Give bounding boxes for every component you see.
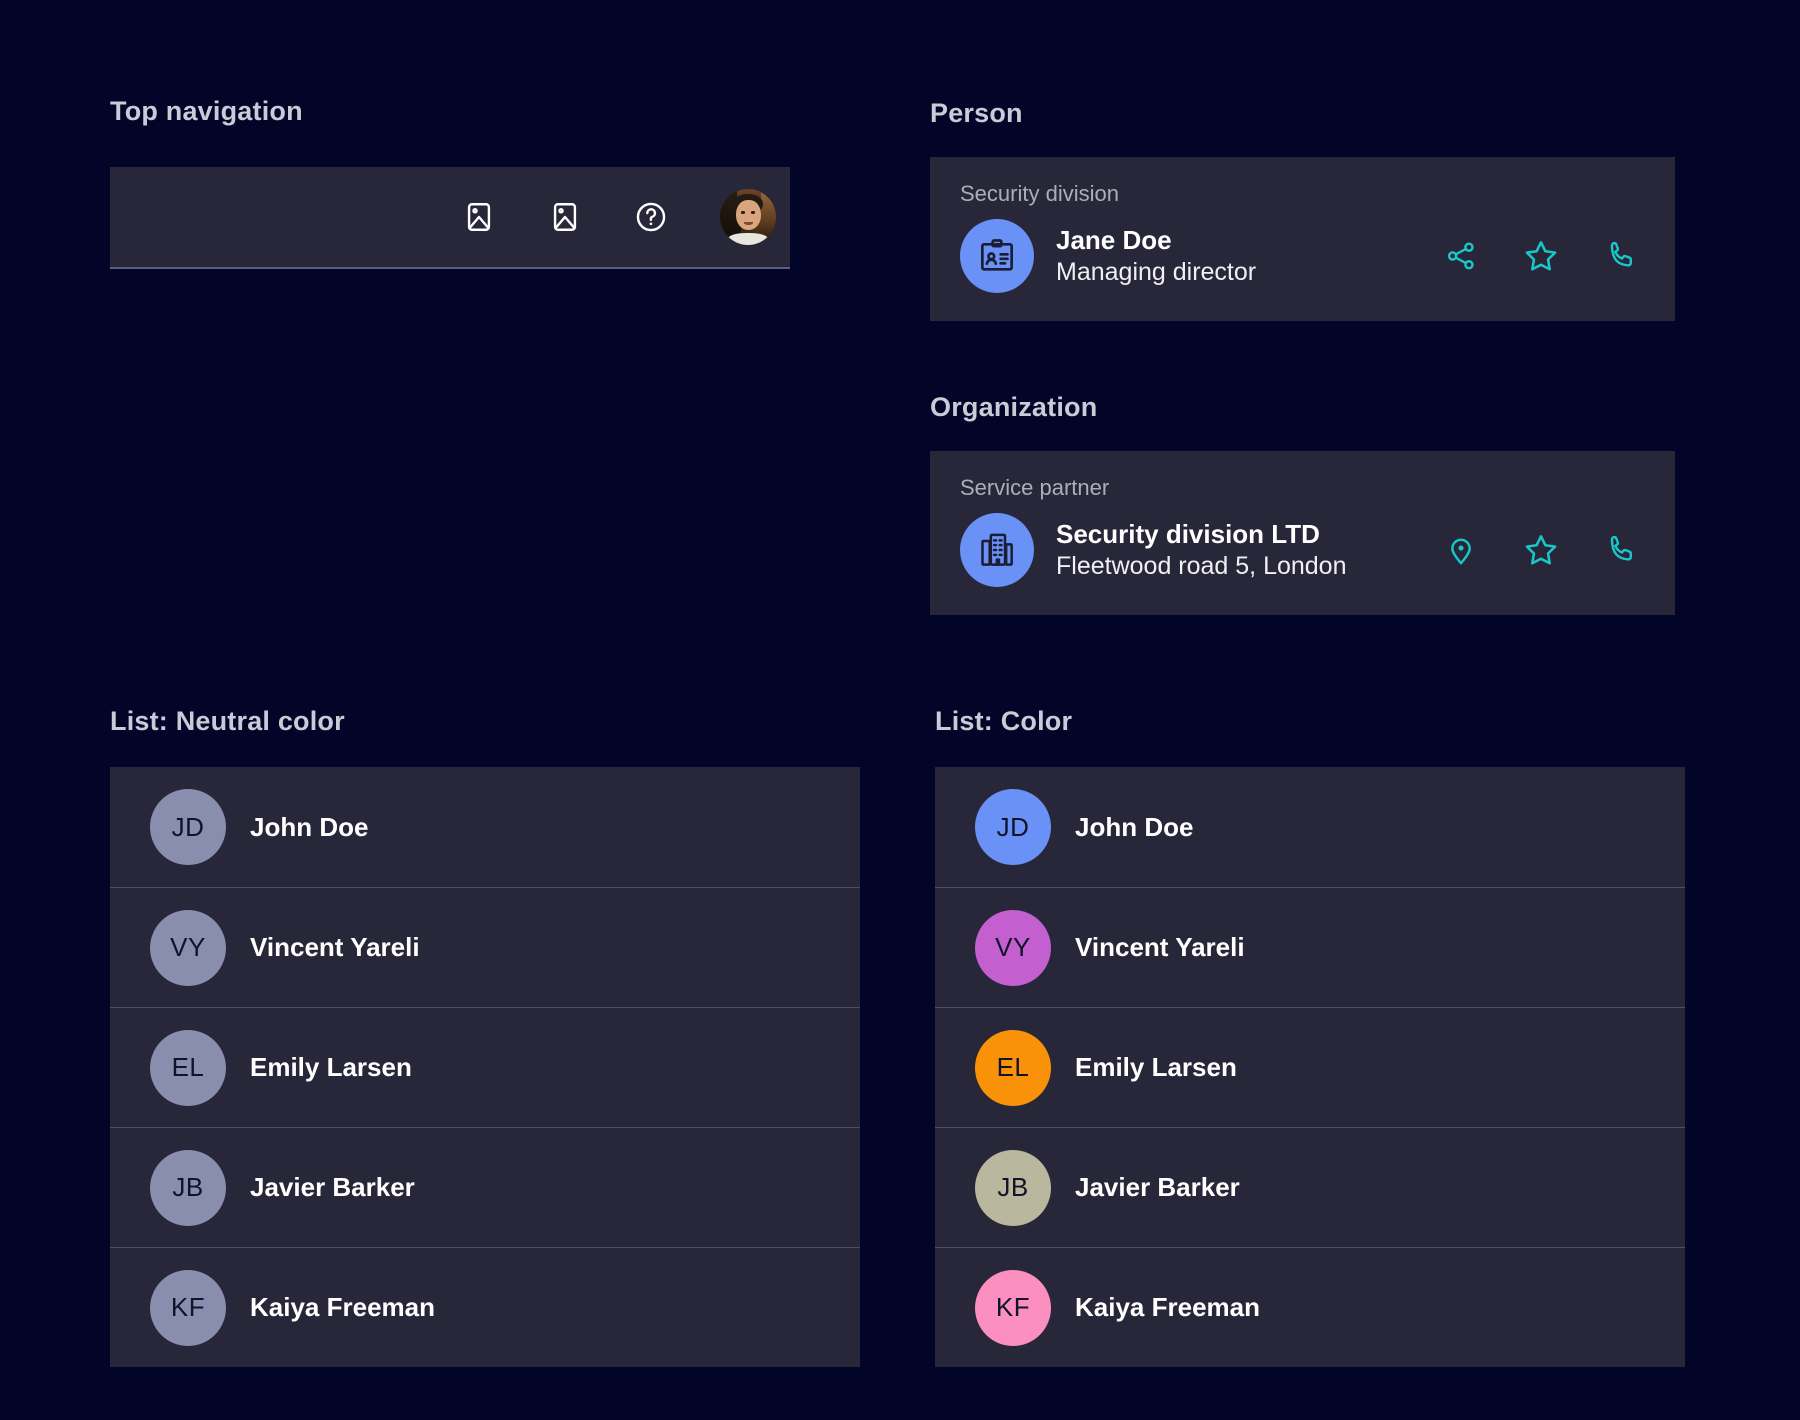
organization-card[interactable]: Service partner Security division LTD Fl… bbox=[930, 451, 1675, 615]
organization-block: Organization Service partner Security di… bbox=[930, 392, 1675, 615]
avatar-initials: EL bbox=[975, 1029, 1051, 1106]
list-item[interactable]: EL Emily Larsen bbox=[935, 1007, 1685, 1127]
person-card[interactable]: Security division Jane Doe Managing dire… bbox=[930, 157, 1675, 321]
avatar-initials: KF bbox=[150, 1269, 226, 1346]
help-circle-icon[interactable] bbox=[634, 200, 668, 234]
person-actions bbox=[1443, 238, 1647, 274]
list-item-label: John Doe bbox=[250, 811, 369, 842]
list-neutral-block: List: Neutral color JD John Doe VY Vincent … bbox=[110, 706, 860, 1367]
list-item-label: John Doe bbox=[1075, 811, 1194, 842]
image-placeholder-icon[interactable] bbox=[462, 200, 496, 234]
list-item-label: Javier Barker bbox=[1075, 1172, 1240, 1202]
list-neutral-heading: List: Neutral color bbox=[110, 706, 345, 736]
person-heading: Person bbox=[930, 98, 1023, 128]
id-badge-icon bbox=[960, 219, 1034, 293]
list-item-label: Javier Barker bbox=[250, 1172, 415, 1202]
person-name: Jane Doe bbox=[1056, 224, 1172, 255]
list-item[interactable]: EL Emily Larsen bbox=[110, 1007, 860, 1127]
list-item[interactable]: JD John Doe bbox=[935, 767, 1685, 887]
person-block: Person Security division Jane Doe Managi… bbox=[930, 98, 1675, 321]
top-navigation-block: Top navigation bbox=[110, 96, 790, 269]
top-navigation-heading: Top navigation bbox=[110, 96, 303, 126]
list-item-label: Kaiya Freeman bbox=[1075, 1292, 1260, 1322]
top-navigation-bar bbox=[110, 167, 790, 269]
avatar-initials: KF bbox=[975, 1269, 1051, 1346]
phone-icon[interactable] bbox=[1603, 238, 1639, 274]
list-item[interactable]: KF Kaiya Freeman bbox=[110, 1247, 860, 1367]
organization-address: Fleetwood road 5, London bbox=[1056, 552, 1347, 580]
avatar-initials: VY bbox=[150, 909, 226, 986]
person-text: Jane Doe Managing director bbox=[1056, 224, 1256, 289]
person-row: Jane Doe Managing director bbox=[960, 219, 1647, 293]
organization-kicker: Service partner bbox=[960, 475, 1110, 500]
organization-heading: Organization bbox=[930, 392, 1098, 422]
user-avatar-photo[interactable] bbox=[720, 189, 776, 245]
person-role: Managing director bbox=[1056, 258, 1257, 286]
organization-name: Security division LTD bbox=[1056, 518, 1320, 549]
organization-text: Security division LTD Fleetwood road 5, … bbox=[1056, 518, 1347, 583]
avatar-initials: JD bbox=[975, 789, 1051, 865]
star-icon[interactable] bbox=[1523, 532, 1559, 568]
list-item[interactable]: JB Javier Barker bbox=[935, 1127, 1685, 1247]
list-color-card: JD John Doe VY Vincent Yareli EL Emily Larsen… bbox=[935, 767, 1685, 1367]
list-item[interactable]: VY Vincent Yareli bbox=[110, 887, 860, 1007]
phone-icon[interactable] bbox=[1603, 532, 1639, 568]
list-neutral-card: JD John Doe VY Vincent Yareli EL Emily Larsen… bbox=[110, 767, 860, 1367]
list-color-block: List: Color JD John Doe VY Vincent Yareli EL… bbox=[935, 706, 1685, 1367]
building-icon bbox=[960, 513, 1034, 587]
avatar-initials: JD bbox=[150, 789, 226, 865]
share-icon[interactable] bbox=[1443, 238, 1479, 274]
list-item[interactable]: JD John Doe bbox=[110, 767, 860, 887]
list-item[interactable]: KF Kaiya Freeman bbox=[935, 1247, 1685, 1367]
list-item-label: Emily Larsen bbox=[1075, 1052, 1237, 1082]
image-placeholder-icon[interactable] bbox=[548, 200, 582, 234]
list-item-label: Kaiya Freeman bbox=[250, 1292, 435, 1322]
list-color-heading: List: Color bbox=[935, 706, 1073, 736]
avatar-initials: JB bbox=[150, 1149, 226, 1226]
person-kicker: Security division bbox=[960, 181, 1119, 206]
list-item[interactable]: VY Vincent Yareli bbox=[935, 887, 1685, 1007]
list-item[interactable]: JB Javier Barker bbox=[110, 1127, 860, 1247]
organization-row: Security division LTD Fleetwood road 5, … bbox=[960, 513, 1647, 587]
list-item-label: Vincent Yareli bbox=[250, 932, 420, 962]
list-item-label: Vincent Yareli bbox=[1075, 932, 1245, 962]
avatar-photo-art bbox=[720, 189, 776, 245]
location-pin-icon[interactable] bbox=[1443, 532, 1479, 568]
star-icon[interactable] bbox=[1523, 238, 1559, 274]
avatar-initials: JB bbox=[975, 1149, 1051, 1226]
avatar-initials: EL bbox=[150, 1029, 226, 1106]
list-item-label: Emily Larsen bbox=[250, 1052, 412, 1082]
organization-actions bbox=[1443, 532, 1647, 568]
avatar-initials: VY bbox=[975, 909, 1051, 986]
